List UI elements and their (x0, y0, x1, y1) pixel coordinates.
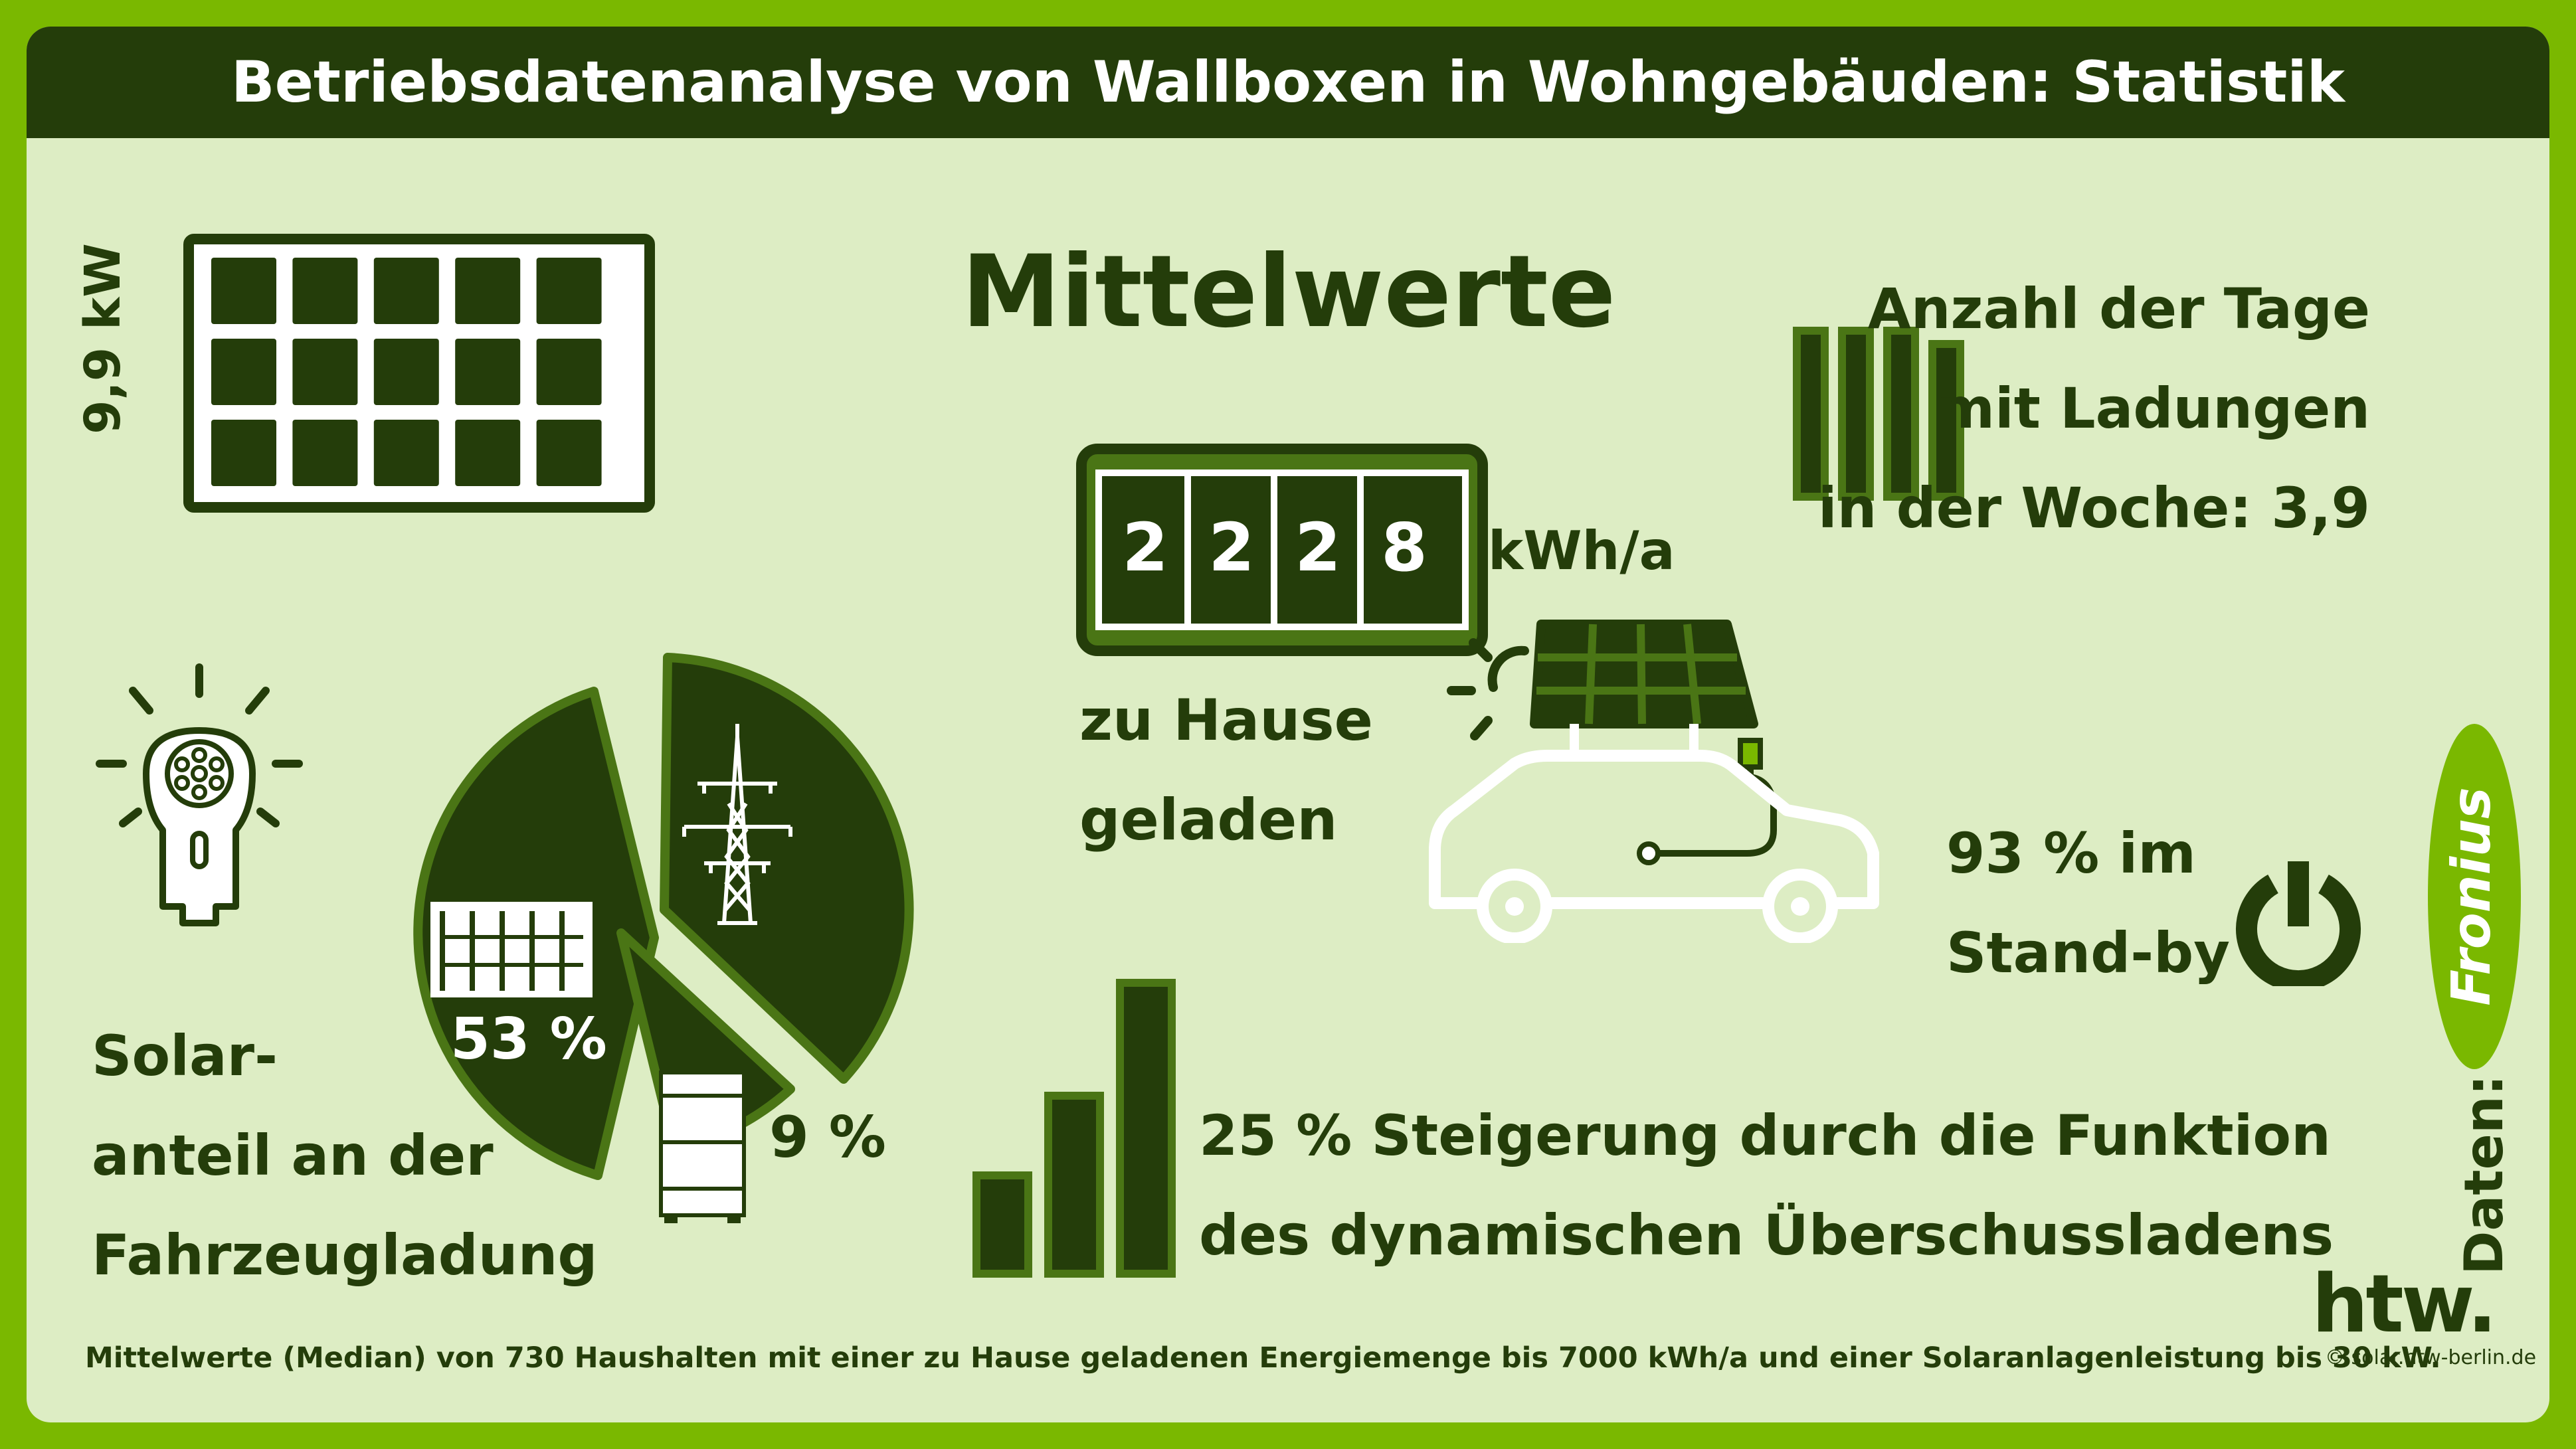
title-bar: Betriebsdatenanalyse von Wallboxen in Wo… (27, 27, 2549, 138)
mini-solar-cell-divider (529, 911, 535, 935)
charging-days-line3: in der Woche: 3,9 (1817, 475, 2370, 541)
copyright-text: © solar.htw-berlin.de (2325, 1346, 2537, 1369)
bar-steps-icon (972, 979, 1176, 1278)
mini-solar-cell-divider (470, 967, 475, 991)
pct-solar: 53 % (450, 1006, 607, 1072)
solar-cell (211, 258, 276, 324)
meter-digit-1: 2 (1122, 509, 1168, 586)
solar-share-line2: anteil an der (92, 1123, 494, 1188)
data-source-label: Daten: (2453, 1074, 2515, 1275)
pie-chart-icon (413, 653, 914, 1180)
surplus-line1: 25 % Steigerung durch die Funktion (1199, 1103, 2331, 1168)
surplus-line2: des dynamischen Überschussladens (1199, 1203, 2334, 1268)
calendar-bars-icon (1793, 327, 1964, 501)
charging-days-line1: Anzahl der Tage (1867, 276, 2370, 341)
mini-solar-row-divider (440, 935, 583, 939)
mini-solar-cell-divider (529, 939, 535, 963)
pv-power-label: 9,9 kW (74, 243, 132, 434)
pie-slice-grid (660, 653, 914, 1084)
mini-solar-cell-divider (470, 911, 475, 935)
solar-cell (373, 258, 439, 324)
standby-line2: Stand-by (1946, 920, 2231, 985)
solar-cell (211, 420, 276, 486)
standby-line1: 93 % im (1946, 821, 2196, 886)
power-button-icon (2236, 861, 2361, 986)
solar-panel-icon (183, 234, 655, 513)
footnote: Mittelwerte (Median) von 730 Haushalten … (85, 1341, 2441, 1375)
energy-label-line2: geladen (1079, 787, 1338, 853)
fronius-brand-text: Fronius (2440, 787, 2502, 1005)
mini-solar-cell-divider (529, 967, 535, 991)
solar-cell (292, 258, 358, 324)
solar-cell (536, 339, 602, 405)
solar-cell (292, 339, 358, 405)
mini-solar-cell-divider (559, 911, 565, 935)
pie-solar-panel-icon (430, 902, 593, 997)
meter-display-icon (1076, 444, 1488, 656)
mini-solar-cell-divider (440, 967, 445, 991)
infographic-panel: Betriebsdatenanalyse von Wallboxen in Wo… (27, 27, 2549, 1422)
solar-cell (292, 420, 358, 486)
mini-solar-cell-divider (500, 939, 505, 963)
mini-solar-cell-divider (500, 911, 505, 935)
solar-cell (536, 258, 602, 324)
meter-digit-4: 8 (1381, 509, 1427, 586)
energy-label-line1: zu Hause (1079, 687, 1373, 754)
solar-cell (211, 339, 276, 405)
page-title: Betriebsdatenanalyse von Wallboxen in Wo… (231, 49, 2345, 116)
mini-solar-cell-divider (440, 939, 445, 963)
pct-battery: 9 % (769, 1104, 886, 1171)
mini-solar-cell-divider (440, 911, 445, 935)
solar-cell (536, 420, 602, 486)
meter-digit-3: 2 (1295, 509, 1341, 586)
sun-icon (1447, 638, 1529, 740)
htw-logo: htw. (2312, 1258, 2498, 1351)
mini-solar-cell-divider (559, 967, 565, 991)
battery-storage-icon (659, 1070, 746, 1223)
charging-days-line2: mit Ladungen (1936, 376, 2370, 441)
mini-solar-cell-divider (500, 967, 505, 991)
wallbox-plug-icon (96, 663, 303, 926)
solar-cell (455, 420, 521, 486)
solar-cell (373, 339, 439, 405)
solar-share-line3: Fahrzeugladung (92, 1223, 598, 1288)
solar-cell (373, 420, 439, 486)
mini-solar-cell-divider (559, 939, 565, 963)
car-charging-icon (1429, 620, 1879, 943)
fronius-logo: Fronius (2428, 724, 2521, 1069)
power-pylon-icon (682, 724, 792, 925)
solar-cell (455, 339, 521, 405)
solar-share-line1: Solar- (92, 1023, 278, 1088)
meter-digit-2: 2 (1208, 509, 1255, 586)
solar-cell (455, 258, 521, 324)
energy-unit: kWh/a (1488, 520, 1675, 582)
heading-mittelwerte: Mittelwerte (961, 234, 1616, 350)
mini-solar-row-divider (440, 963, 583, 967)
mini-solar-cell-divider (470, 939, 475, 963)
